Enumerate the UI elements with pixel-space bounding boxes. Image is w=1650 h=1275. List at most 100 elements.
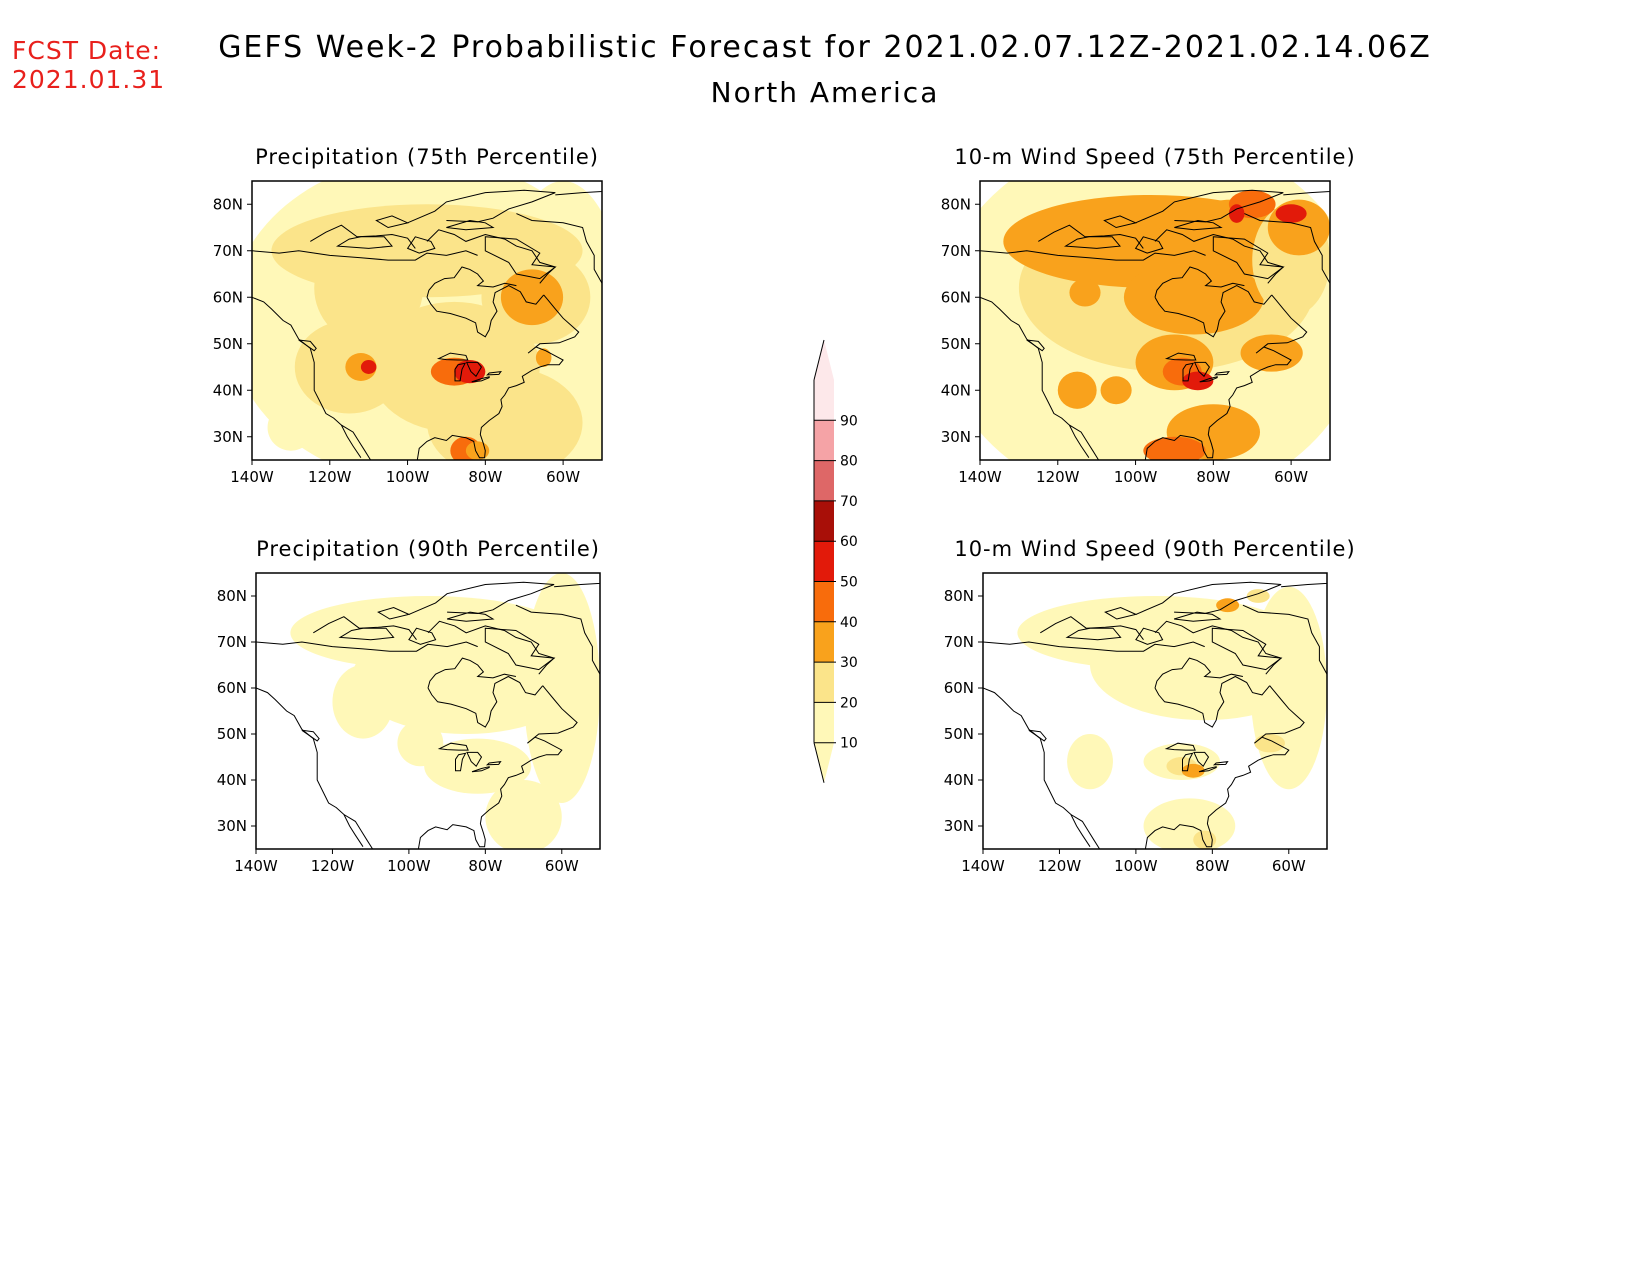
coastline (407, 189, 556, 224)
probability-contour (454, 360, 486, 384)
coastline (983, 687, 1101, 849)
probability-contour (1123, 260, 1264, 335)
colorbar-swatch (814, 500, 834, 542)
coastline (426, 266, 517, 298)
probability-contour (535, 348, 552, 368)
lat-tick-label: 80N (217, 587, 247, 605)
coastline (408, 627, 437, 645)
lat-tick-label: 70N (213, 242, 243, 260)
page-subtitle: North America (710, 76, 940, 109)
lon-tick-label: 100W (386, 468, 430, 486)
colorbar-bottom-cap (814, 742, 834, 783)
coastline (377, 606, 411, 620)
coastline (417, 685, 578, 849)
colorbar-swatch (814, 380, 834, 421)
coastline (1164, 742, 1196, 751)
coastline (1154, 285, 1273, 338)
lat-tick-label: 50N (941, 335, 971, 353)
lat-tick-label: 60N (213, 288, 243, 306)
coastline (426, 285, 545, 338)
probability-contour (465, 441, 490, 460)
lon-tick-label: 140W (234, 857, 278, 875)
coastline (1103, 215, 1138, 229)
lat-tick-label: 70N (941, 242, 971, 260)
probability-contour (1182, 371, 1214, 391)
coastline (1104, 606, 1138, 620)
coastline (437, 742, 469, 751)
colorbar-top-cap (814, 340, 834, 380)
lon-tick-label: 100W (1114, 857, 1158, 875)
coastline (1135, 627, 1164, 645)
panel-title: Precipitation (90th Percentile) (256, 537, 600, 561)
coastline (436, 352, 469, 361)
lon-tick-label: 100W (1114, 468, 1158, 486)
coastline (1144, 294, 1308, 460)
forecast-date-value: 2021.01.31 (12, 65, 166, 94)
coastline (515, 604, 600, 675)
lon-tick-label: 140W (958, 468, 1002, 486)
coastline (486, 370, 502, 376)
colorbar-tick-label: 70 (840, 494, 858, 510)
colorbar-tick-label: 10 (840, 736, 858, 752)
coastline (1283, 190, 1330, 196)
coastline (1173, 611, 1222, 622)
colorbar-swatch (814, 420, 834, 461)
coastline (1065, 627, 1122, 641)
lon-tick-label: 140W (961, 857, 1005, 875)
probability-contour (1254, 734, 1285, 753)
lon-tick-label: 80W (1195, 857, 1229, 875)
coastline (454, 362, 467, 382)
coastline (466, 751, 483, 767)
colorbar-tick-label: 90 (840, 413, 858, 429)
colorbar-tick-label: 40 (840, 615, 858, 631)
coastline (446, 219, 495, 231)
probability-contour (1246, 589, 1270, 603)
lat-tick-label: 40N (217, 771, 247, 789)
map-frame (255, 572, 601, 850)
lon-tick-label: 80W (468, 857, 502, 875)
colorbar-swatch (814, 621, 834, 663)
coastline (1182, 362, 1195, 382)
coastline (256, 687, 374, 849)
probability-contour (1069, 278, 1101, 307)
probability-contour (523, 573, 600, 803)
probability-contour (267, 404, 315, 451)
coastline (983, 641, 1205, 652)
panel-title: Precipitation (75th Percentile) (255, 145, 599, 169)
colorbar-tick-label: 50 (840, 575, 858, 591)
coastline (1154, 675, 1271, 728)
coastline (1144, 685, 1305, 849)
colorbar-tick-label: 30 (840, 655, 858, 671)
map-frame (251, 180, 603, 461)
coastline (1028, 729, 1047, 742)
lon-tick-label: 80W (468, 468, 502, 486)
map-frame (982, 572, 1328, 850)
coastline (1070, 814, 1091, 847)
coastline (980, 250, 1206, 261)
coastline (427, 657, 516, 689)
probability-contour (1240, 334, 1303, 372)
lat-tick-label: 80N (941, 195, 971, 213)
probability-contour (360, 360, 377, 374)
coastline (408, 581, 555, 615)
probability-contour (1228, 204, 1245, 223)
probability-contour (332, 665, 394, 739)
colorbar-tick-label: 80 (840, 454, 858, 470)
probability-contour (1143, 436, 1206, 460)
lat-tick-label: 40N (944, 771, 974, 789)
coastline (340, 424, 362, 458)
coastline (252, 296, 372, 460)
lat-tick-label: 60N (941, 288, 971, 306)
probability-contour (1193, 830, 1217, 849)
colorbar-swatch (814, 541, 834, 582)
lon-tick-label: 120W (1038, 857, 1082, 875)
panel-title: 10-m Wind Speed (90th Percentile) (954, 537, 1355, 561)
lon-tick-label: 60W (1274, 468, 1308, 486)
colorbar-tick-label: 60 (840, 534, 858, 550)
coastline (335, 236, 393, 249)
lat-tick-label: 40N (941, 381, 971, 399)
coastline (343, 814, 364, 847)
map-frame (979, 180, 1331, 461)
coastline (471, 766, 490, 773)
panel-title: 10-m Wind Speed (75th Percentile) (954, 145, 1355, 169)
